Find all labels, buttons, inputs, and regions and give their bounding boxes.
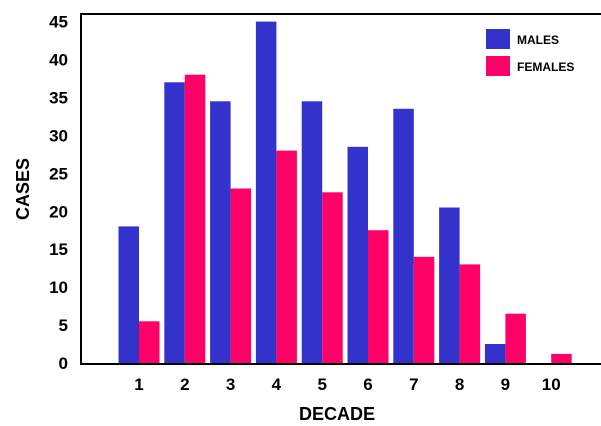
bar-females-decade-9 xyxy=(505,313,526,363)
legend-swatch-females xyxy=(486,56,510,76)
bar-females-decade-2 xyxy=(184,74,206,363)
x-tick-label: 9 xyxy=(501,375,510,394)
legend-label-females: FEMALES xyxy=(517,60,574,74)
bar-males-decade-7 xyxy=(393,108,414,363)
bar-males-decade-8 xyxy=(439,207,460,363)
bar-males-decade-3 xyxy=(210,101,231,364)
bar-males-decade-5 xyxy=(301,101,323,364)
y-tick-label: 20 xyxy=(49,202,68,221)
bar-females-decade-8 xyxy=(459,264,481,363)
y-tick-label: 0 xyxy=(59,354,68,373)
bar-females-decade-7 xyxy=(413,256,435,363)
x-axis-title: DECADE xyxy=(299,404,375,424)
x-tick-labels: 1 2 3 4 5 6 7 8 9 10 xyxy=(134,375,560,394)
x-tick-label: 10 xyxy=(542,375,561,394)
bar-males-decade-9 xyxy=(484,344,506,363)
y-tick-label: 30 xyxy=(49,126,68,145)
x-tick-label: 5 xyxy=(317,375,326,394)
y-tick-label: 5 xyxy=(59,316,68,335)
bar-males-decade-2 xyxy=(164,82,185,364)
bar-males-decade-1 xyxy=(118,226,139,363)
y-tick-label: 35 xyxy=(49,89,68,108)
legend: MALES FEMALES xyxy=(486,29,574,76)
bars-group xyxy=(118,21,572,364)
y-tick-label: 45 xyxy=(49,13,68,32)
bar-females-decade-3 xyxy=(230,188,252,363)
bar-females-decade-5 xyxy=(322,192,343,363)
bar-females-decade-10 xyxy=(551,353,572,363)
y-tick-label: 40 xyxy=(49,51,68,70)
y-tick-label: 25 xyxy=(49,164,68,183)
legend-label-males: MALES xyxy=(517,33,559,47)
legend-swatch-males xyxy=(486,29,510,49)
x-tick-label: 4 xyxy=(272,375,282,394)
x-tick-label: 3 xyxy=(226,375,235,394)
bar-females-decade-1 xyxy=(139,321,160,363)
x-tick-label: 8 xyxy=(455,375,464,394)
x-tick-label: 2 xyxy=(180,375,189,394)
bar-females-decade-4 xyxy=(276,150,297,363)
y-tick-labels: 0 5 10 15 20 25 30 35 40 45 xyxy=(49,13,68,373)
bar-males-decade-6 xyxy=(347,146,368,363)
bar-males-decade-4 xyxy=(255,21,277,363)
y-tick-label: 10 xyxy=(49,278,68,297)
x-tick-label: 6 xyxy=(363,375,372,394)
x-tick-label: 7 xyxy=(409,375,418,394)
y-axis-title: CASES xyxy=(13,158,33,220)
bar-females-decade-6 xyxy=(368,230,389,363)
x-tick-label: 1 xyxy=(134,375,143,394)
y-tick-label: 15 xyxy=(49,240,68,259)
